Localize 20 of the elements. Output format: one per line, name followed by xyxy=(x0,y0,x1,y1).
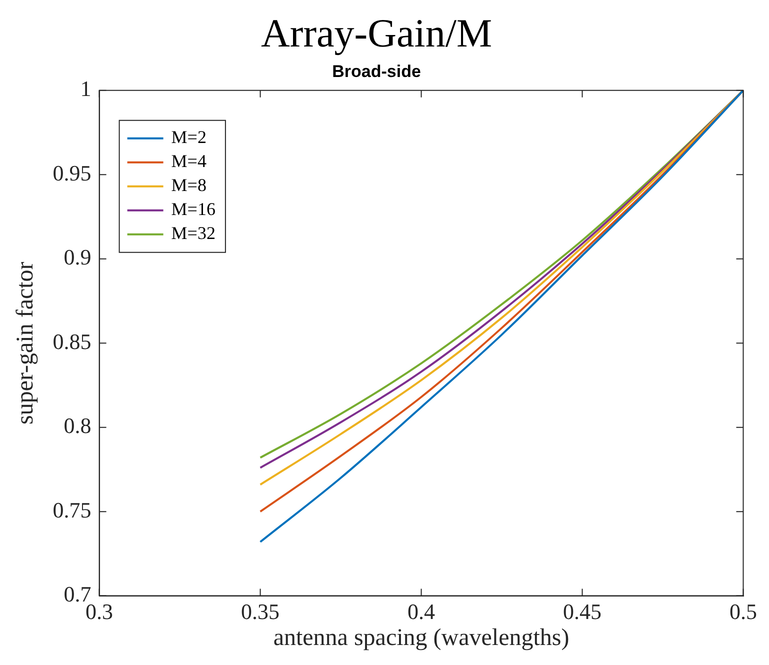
y-axis-title: super-gain factor xyxy=(12,262,39,424)
y-tick-label: 1 xyxy=(80,76,92,102)
y-tick-label: 0.95 xyxy=(52,160,92,186)
legend-label: M=2 xyxy=(171,127,206,148)
chart-subtitle: Broad-side xyxy=(332,62,421,81)
legend-label: M=32 xyxy=(171,223,216,244)
x-tick-label: 0.4 xyxy=(408,598,436,624)
x-axis-title: antenna spacing (wavelengths) xyxy=(273,624,570,651)
x-tick-label: 0.45 xyxy=(563,598,602,624)
y-tick-label: 0.75 xyxy=(52,497,92,522)
x-tick-label: 0.35 xyxy=(241,598,280,624)
legend-label: M=16 xyxy=(171,199,216,220)
x-tick-label: 0.3 xyxy=(86,598,114,624)
chart-title: Array-Gain/M xyxy=(260,10,492,56)
y-tick-label: 0.85 xyxy=(52,328,92,354)
legend-label: M=4 xyxy=(171,151,206,172)
legend-label: M=8 xyxy=(171,175,206,196)
y-tick-label: 0.8 xyxy=(64,413,92,438)
x-tick-label: 0.5 xyxy=(730,598,757,624)
y-tick-label: 0.9 xyxy=(64,244,92,270)
